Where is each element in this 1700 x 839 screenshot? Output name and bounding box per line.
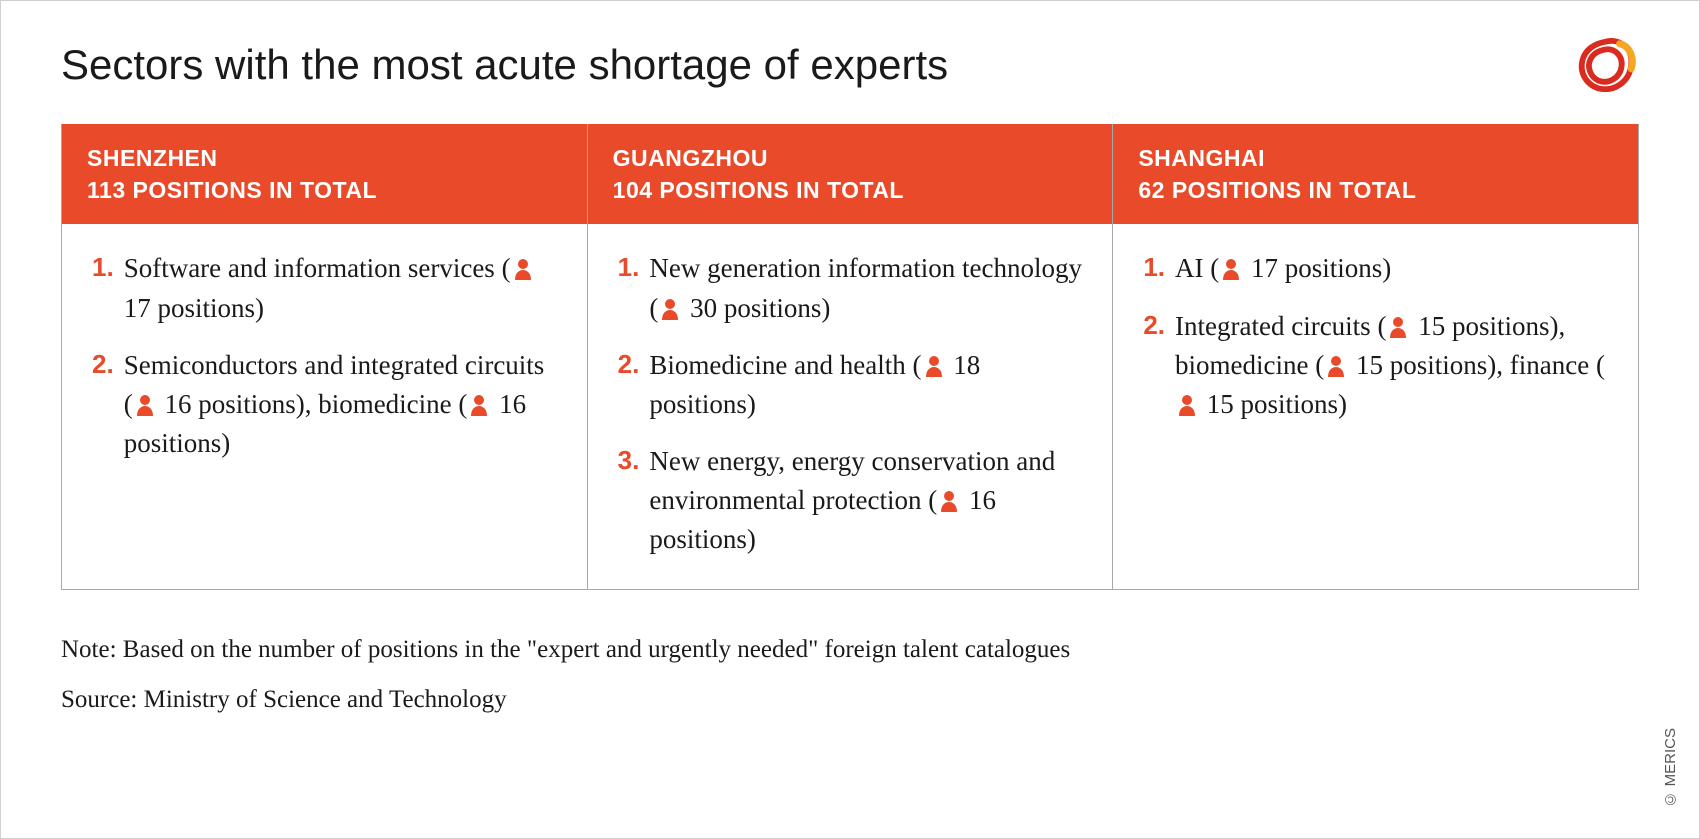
note-text: Note: Based on the number of positions i… (61, 625, 1639, 675)
total-positions: 62 POSITIONS IN TOTAL (1138, 174, 1613, 206)
column-body: 1.New generation information technology … (588, 224, 1113, 589)
rank-number: 1. (92, 249, 114, 287)
column-body: 1. AI ( 17 positions) 2. Integrated circuit… (1113, 224, 1638, 454)
person-icon (660, 298, 680, 320)
total-positions: 104 POSITIONS IN TOTAL (613, 174, 1088, 206)
sector-item: 1. Software and information ser­vices ( 1… (92, 249, 557, 327)
sector-item: 1.New generation information technology … (618, 249, 1083, 327)
sector-text: New generation information technology ( … (649, 249, 1082, 327)
columns-container: SHENZHEN113 POSITIONS IN TOTAL 1. Software… (61, 124, 1639, 590)
sector-item: 1. AI ( 17 positions) (1143, 249, 1608, 288)
source-text: Source: Ministry of Science and Technolo… (61, 675, 1639, 725)
rank-number: 2. (1143, 307, 1165, 345)
city-name: GUANGZHOU (613, 142, 1088, 174)
copyright-text: © MERICS (1662, 728, 1679, 808)
city-column: SHANGHAI62 POSITIONS IN TOTAL 1. AI ( 17 p… (1113, 124, 1638, 589)
sector-text: Semiconductors and integrated circuits (… (124, 346, 557, 463)
sector-text: Software and information ser­vices ( 17 … (124, 249, 557, 327)
total-positions: 113 POSITIONS IN TOTAL (87, 174, 562, 206)
person-icon (1388, 316, 1408, 338)
sector-item: 2.Biomedicine and health ( 18 positions) (618, 346, 1083, 424)
city-name: SHANGHAI (1138, 142, 1613, 174)
sector-text: New energy, energy conserva­tion and env… (649, 442, 1082, 559)
infographic-card: Sectors with the most acute shortage of … (0, 0, 1700, 839)
person-icon (1177, 394, 1197, 416)
column-header: GUANGZHOU104 POSITIONS IN TOTAL (588, 124, 1113, 224)
sector-item: 2. Integrated circuits ( 15 positions), b… (1143, 307, 1608, 424)
rank-number: 3. (618, 442, 640, 480)
chart-title: Sectors with the most acute shortage of … (61, 41, 1639, 89)
column-header: SHANGHAI62 POSITIONS IN TOTAL (1113, 124, 1638, 224)
sector-text: Integrated circuits ( 15 positions), bio… (1175, 307, 1608, 424)
rank-number: 2. (92, 346, 114, 384)
sector-item: 2. Semiconductors and integrated circuits… (92, 346, 557, 463)
city-name: SHENZHEN (87, 142, 562, 174)
sector-item: 3.New energy, energy conserva­tion and e… (618, 442, 1083, 559)
footer-notes: Note: Based on the number of positions i… (61, 625, 1639, 725)
sector-text: AI ( 17 positions) (1175, 249, 1608, 288)
brand-logo-icon (1571, 36, 1639, 98)
person-icon (939, 490, 959, 512)
city-column: SHENZHEN113 POSITIONS IN TOTAL 1. Software… (62, 124, 588, 589)
rank-number: 2. (618, 346, 640, 384)
sector-text: Biomedicine and health ( 18 positions) (649, 346, 1082, 424)
rank-number: 1. (618, 249, 640, 287)
person-icon (1221, 258, 1241, 280)
column-body: 1. Software and information ser­vices ( 1… (62, 224, 587, 493)
person-icon (135, 394, 155, 416)
city-column: GUANGZHOU104 POSITIONS IN TOTAL 1.New gen… (588, 124, 1114, 589)
person-icon (513, 258, 533, 280)
column-header: SHENZHEN113 POSITIONS IN TOTAL (62, 124, 587, 224)
person-icon (1326, 355, 1346, 377)
rank-number: 1. (1143, 249, 1165, 287)
person-icon (469, 394, 489, 416)
person-icon (924, 355, 944, 377)
